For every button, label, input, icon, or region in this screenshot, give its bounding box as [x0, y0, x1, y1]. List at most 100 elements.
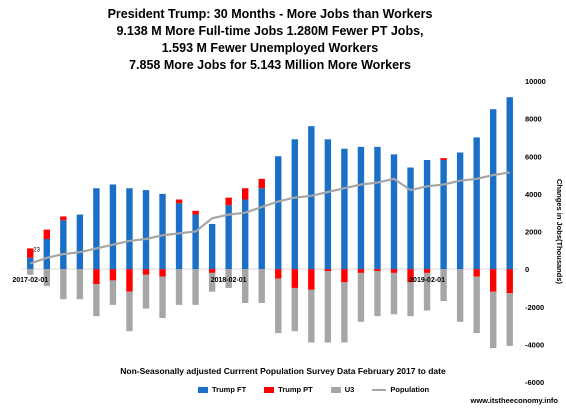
- y-tick-label: 10000: [525, 77, 546, 86]
- bar-u3: [275, 278, 282, 334]
- bar-u3: [27, 269, 34, 275]
- bar-ft: [324, 139, 332, 270]
- bar-pt: [423, 269, 431, 273]
- x-tick-label: 2017-02-01: [12, 277, 48, 284]
- bar-ft: [473, 137, 480, 270]
- bar-ft: [258, 188, 265, 270]
- bar-u3: [308, 289, 315, 343]
- title-line-4: 7.858 More Jobs for 5.143 Million More W…: [129, 58, 411, 72]
- bar-ft: [423, 160, 431, 270]
- bar-u3: [473, 276, 480, 334]
- bar-pt: [93, 269, 100, 285]
- first-point-label: 23: [33, 247, 40, 253]
- bar-ft: [192, 214, 199, 270]
- bar-pt: [407, 269, 414, 283]
- bar-pt: [324, 269, 332, 272]
- bar-u3: [440, 269, 447, 302]
- bar-u3: [291, 287, 298, 332]
- bar-u3: [60, 269, 67, 300]
- y-tick-label: 4000: [525, 190, 542, 199]
- bar-u3: [192, 269, 199, 305]
- bar-ft: [490, 109, 497, 270]
- bar-pt: [43, 229, 50, 240]
- bar-ft: [60, 220, 67, 270]
- bar-pt: [175, 199, 183, 204]
- chart-legend: Trump FT Trump PT U3 Population: [198, 385, 429, 394]
- y-tick-label: -6000: [525, 378, 544, 387]
- bar-pt: [142, 269, 150, 275]
- bar-ft: [341, 148, 348, 270]
- bar-ft: [275, 156, 282, 270]
- bar-u3: [324, 271, 332, 343]
- bar-pt: [473, 269, 480, 277]
- bar-ft: [76, 214, 84, 270]
- bar-pt: [291, 269, 298, 288]
- bar-pt: [308, 269, 315, 290]
- title-line-2: 9.138 M More Full-time Jobs 1.280M Fewer…: [116, 24, 424, 38]
- legend-label-population: Population: [390, 385, 430, 394]
- y-tick-label: -4000: [525, 340, 544, 349]
- bar-u3: [456, 269, 464, 322]
- bar-ft: [93, 188, 100, 270]
- bar-pt: [60, 216, 67, 221]
- chart-subtitle: Non-Seasonally adjusted Currrent Populat…: [120, 366, 446, 376]
- bar-pt: [242, 188, 249, 200]
- bar-u3: [374, 271, 381, 317]
- legend-item-ft: Trump FT: [198, 385, 246, 394]
- population-line: [29, 171, 510, 265]
- y-tick-label: 0: [525, 265, 529, 274]
- bar-pt: [258, 178, 265, 189]
- bar-u3: [93, 284, 100, 317]
- bar-u3: [43, 269, 50, 287]
- bar-pt: [159, 269, 166, 277]
- x-tick-label: 2018-02-01: [211, 277, 247, 284]
- y-tick-label: -2000: [525, 303, 544, 312]
- bar-pt: [225, 197, 232, 206]
- bar-u3: [76, 269, 84, 300]
- chart-title: President Trump: 30 Months - More Jobs t…: [0, 6, 540, 74]
- title-line-1: President Trump: 30 Months - More Jobs t…: [107, 7, 433, 21]
- bar-u3: [506, 293, 513, 346]
- bar-ft: [225, 205, 232, 270]
- bar-pt: [490, 269, 497, 292]
- bar-ft: [308, 126, 315, 270]
- x-tick-label: 2019-02-01: [409, 277, 445, 284]
- bar-ft: [126, 188, 133, 270]
- bar-u3: [175, 269, 183, 305]
- legend-swatch-u3: [330, 386, 341, 393]
- bar-ft: [27, 257, 34, 270]
- bar-u3: [341, 282, 348, 343]
- legend-label-u3: U3: [344, 385, 355, 394]
- bar-ft: [456, 152, 464, 270]
- bar-pt: [357, 269, 365, 273]
- bar-pt: [192, 210, 199, 215]
- bar-ft: [208, 223, 216, 270]
- bar-pt: [390, 269, 398, 273]
- footer-url: www.itstheeconomy.info: [470, 396, 558, 405]
- bar-ft: [357, 146, 365, 270]
- legend-item-pt: Trump PT: [264, 385, 313, 394]
- legend-item-u3: U3: [330, 385, 355, 394]
- bar-u3: [423, 272, 431, 311]
- legend-label-pt: Trump PT: [278, 385, 313, 394]
- legend-label-ft: Trump FT: [212, 385, 247, 394]
- bar-u3: [258, 269, 265, 303]
- bar-pt: [27, 248, 34, 258]
- bar-pt: [275, 269, 282, 279]
- legend-swatch-population: [372, 388, 387, 391]
- bar-ft: [291, 139, 298, 270]
- bar-u3: [109, 280, 117, 305]
- bar-pt: [126, 269, 133, 292]
- y-tick-label: 6000: [525, 152, 542, 161]
- bar-ft: [374, 146, 381, 270]
- bar-ft: [175, 203, 183, 270]
- y-tick-label: 8000: [525, 115, 542, 124]
- y-tick-label: 2000: [525, 228, 542, 237]
- bar-u3: [208, 272, 216, 292]
- bar-ft: [142, 190, 150, 270]
- bar-u3: [357, 272, 365, 322]
- legend-swatch-ft: [198, 386, 208, 393]
- bar-u3: [490, 291, 497, 349]
- bar-pt: [374, 269, 381, 272]
